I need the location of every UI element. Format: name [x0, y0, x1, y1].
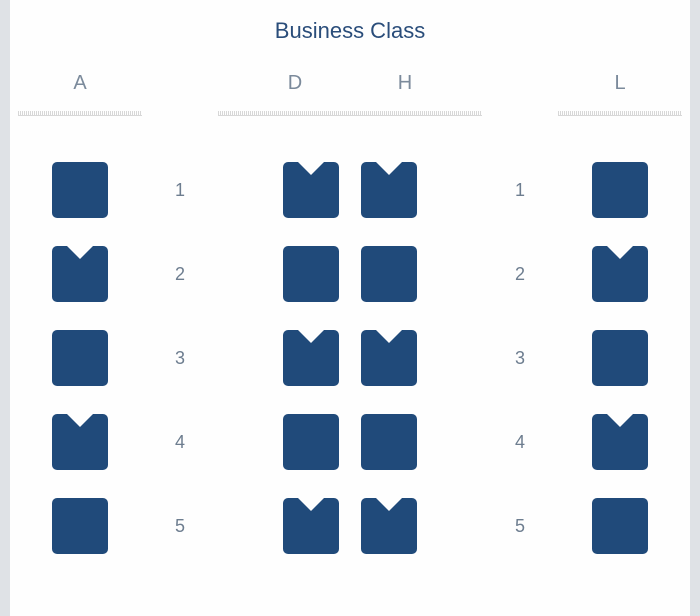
seat-4A[interactable]: [52, 414, 108, 470]
seat-cell: [550, 316, 690, 400]
cabin: Business Class A D H L 1 1 2 2 3 3 4 4 5 5: [10, 0, 690, 616]
seat-2D[interactable]: [283, 246, 339, 302]
column-header-H: H: [398, 72, 412, 95]
row-number-right: 5: [490, 516, 550, 537]
seat-notch-icon: [375, 329, 403, 343]
seat-cell: [10, 316, 150, 400]
seat-5A[interactable]: [52, 498, 108, 554]
seat-1H[interactable]: [361, 162, 417, 218]
seat-notch-icon: [375, 497, 403, 511]
row-number-right: 3: [490, 348, 550, 369]
seat-1D[interactable]: [283, 162, 339, 218]
row-number-left: 3: [150, 348, 210, 369]
seat-cell: [10, 232, 150, 316]
fuselage-edge-right: [690, 0, 700, 616]
seat-notch-icon: [297, 329, 325, 343]
column-header-D: D: [288, 72, 302, 95]
seat-notch-icon: [66, 413, 94, 427]
seat-pair: [210, 400, 490, 484]
seat-cell: [550, 400, 690, 484]
seat-map-frame: Business Class A D H L 1 1 2 2 3 3 4 4 5 5: [0, 0, 700, 616]
seat-2A[interactable]: [52, 246, 108, 302]
seat-2L[interactable]: [592, 246, 648, 302]
seat-1A[interactable]: [52, 162, 108, 218]
seat-pair: [210, 316, 490, 400]
row-number-right: 2: [490, 264, 550, 285]
seat-3H[interactable]: [361, 330, 417, 386]
column-header-A: A: [10, 72, 150, 111]
seat-5H[interactable]: [361, 498, 417, 554]
seat-5L[interactable]: [592, 498, 648, 554]
seat-cell: [550, 232, 690, 316]
seat-3L[interactable]: [592, 330, 648, 386]
seat-notch-icon: [66, 245, 94, 259]
seat-cell: [10, 400, 150, 484]
bulkhead-mid: [210, 111, 490, 148]
column-header-L: L: [550, 72, 690, 111]
row-number-left: 2: [150, 264, 210, 285]
seat-notch-icon: [606, 413, 634, 427]
seat-notch-icon: [606, 245, 634, 259]
seat-4D[interactable]: [283, 414, 339, 470]
seat-2H[interactable]: [361, 246, 417, 302]
seat-grid: A D H L 1 1 2 2 3 3 4 4 5 5: [10, 72, 690, 568]
seat-3D[interactable]: [283, 330, 339, 386]
seat-cell: [550, 148, 690, 232]
seat-4L[interactable]: [592, 414, 648, 470]
seat-cell: [10, 148, 150, 232]
seat-pair: [210, 484, 490, 568]
seat-cell: [550, 484, 690, 568]
seat-notch-icon: [297, 161, 325, 175]
seat-notch-icon: [297, 497, 325, 511]
header-spacer: [490, 84, 550, 100]
fuselage-edge-left: [0, 0, 10, 616]
bulkhead-right: [550, 111, 690, 148]
seat-4H[interactable]: [361, 414, 417, 470]
cabin-title: Business Class: [10, 18, 690, 44]
seat-3A[interactable]: [52, 330, 108, 386]
row-number-left: 4: [150, 432, 210, 453]
column-header-mid: D H: [210, 72, 490, 111]
row-number-right: 1: [490, 180, 550, 201]
header-spacer: [150, 84, 210, 100]
seat-pair: [210, 232, 490, 316]
row-number-left: 1: [150, 180, 210, 201]
seat-5D[interactable]: [283, 498, 339, 554]
bulkhead-left: [10, 111, 150, 148]
seat-cell: [10, 484, 150, 568]
row-number-left: 5: [150, 516, 210, 537]
seat-1L[interactable]: [592, 162, 648, 218]
seat-notch-icon: [375, 161, 403, 175]
row-number-right: 4: [490, 432, 550, 453]
seat-pair: [210, 148, 490, 232]
